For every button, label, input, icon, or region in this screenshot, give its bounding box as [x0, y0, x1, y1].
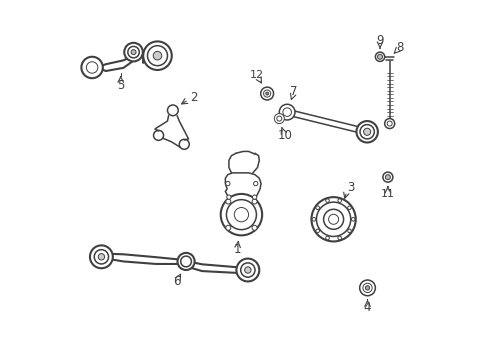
Circle shape — [377, 54, 383, 59]
Circle shape — [385, 118, 394, 129]
Circle shape — [348, 206, 351, 210]
Text: 3: 3 — [347, 181, 354, 194]
Circle shape — [387, 121, 392, 126]
Circle shape — [356, 121, 378, 143]
Circle shape — [252, 225, 257, 230]
Circle shape — [181, 256, 192, 267]
Circle shape — [348, 229, 351, 233]
Circle shape — [90, 246, 113, 268]
Circle shape — [264, 90, 270, 97]
Circle shape — [375, 52, 385, 62]
Text: 6: 6 — [173, 275, 181, 288]
Circle shape — [360, 280, 375, 296]
Text: 2: 2 — [190, 91, 197, 104]
Circle shape — [81, 57, 103, 78]
Circle shape — [128, 46, 139, 58]
Circle shape — [98, 253, 104, 260]
Circle shape — [220, 194, 262, 235]
Circle shape — [168, 105, 178, 116]
Circle shape — [179, 139, 189, 149]
Circle shape — [143, 41, 172, 70]
Circle shape — [312, 217, 316, 221]
Circle shape — [386, 175, 391, 180]
Text: 8: 8 — [397, 41, 404, 54]
Circle shape — [261, 87, 273, 100]
Circle shape — [360, 125, 374, 139]
Circle shape — [124, 43, 143, 62]
Circle shape — [153, 130, 164, 140]
Polygon shape — [225, 173, 261, 200]
Circle shape — [241, 263, 255, 277]
Circle shape — [326, 199, 329, 202]
Circle shape — [383, 172, 393, 182]
Circle shape — [312, 197, 356, 242]
Circle shape — [316, 229, 319, 233]
Circle shape — [274, 113, 284, 123]
Circle shape — [253, 181, 258, 186]
Circle shape — [153, 51, 162, 60]
Circle shape — [317, 202, 351, 237]
Circle shape — [283, 108, 292, 116]
Text: 5: 5 — [117, 79, 124, 92]
Text: 4: 4 — [364, 301, 371, 314]
Circle shape — [326, 236, 329, 240]
Circle shape — [338, 236, 342, 240]
Circle shape — [277, 116, 282, 121]
Circle shape — [363, 283, 372, 293]
Text: 10: 10 — [278, 129, 293, 142]
Text: 9: 9 — [376, 34, 384, 47]
Circle shape — [226, 199, 231, 204]
Circle shape — [266, 92, 269, 95]
Text: 11: 11 — [381, 189, 395, 199]
Circle shape — [237, 258, 259, 282]
Circle shape — [226, 181, 230, 186]
Circle shape — [338, 199, 342, 202]
Circle shape — [366, 286, 369, 290]
Circle shape — [316, 206, 319, 210]
Circle shape — [234, 207, 248, 222]
Circle shape — [252, 199, 257, 204]
Circle shape — [94, 249, 109, 264]
Circle shape — [86, 62, 98, 73]
Circle shape — [227, 195, 231, 199]
Circle shape — [364, 128, 371, 135]
Circle shape — [131, 50, 136, 55]
Circle shape — [245, 267, 251, 273]
Circle shape — [329, 214, 339, 224]
Circle shape — [177, 253, 195, 270]
Text: 12: 12 — [249, 69, 264, 80]
Text: 1: 1 — [234, 243, 242, 256]
Circle shape — [279, 104, 295, 120]
Text: 7: 7 — [290, 85, 297, 98]
Circle shape — [252, 195, 257, 199]
Circle shape — [323, 209, 343, 229]
Circle shape — [147, 46, 168, 66]
Circle shape — [226, 225, 231, 230]
Circle shape — [351, 217, 355, 221]
Circle shape — [226, 200, 256, 230]
